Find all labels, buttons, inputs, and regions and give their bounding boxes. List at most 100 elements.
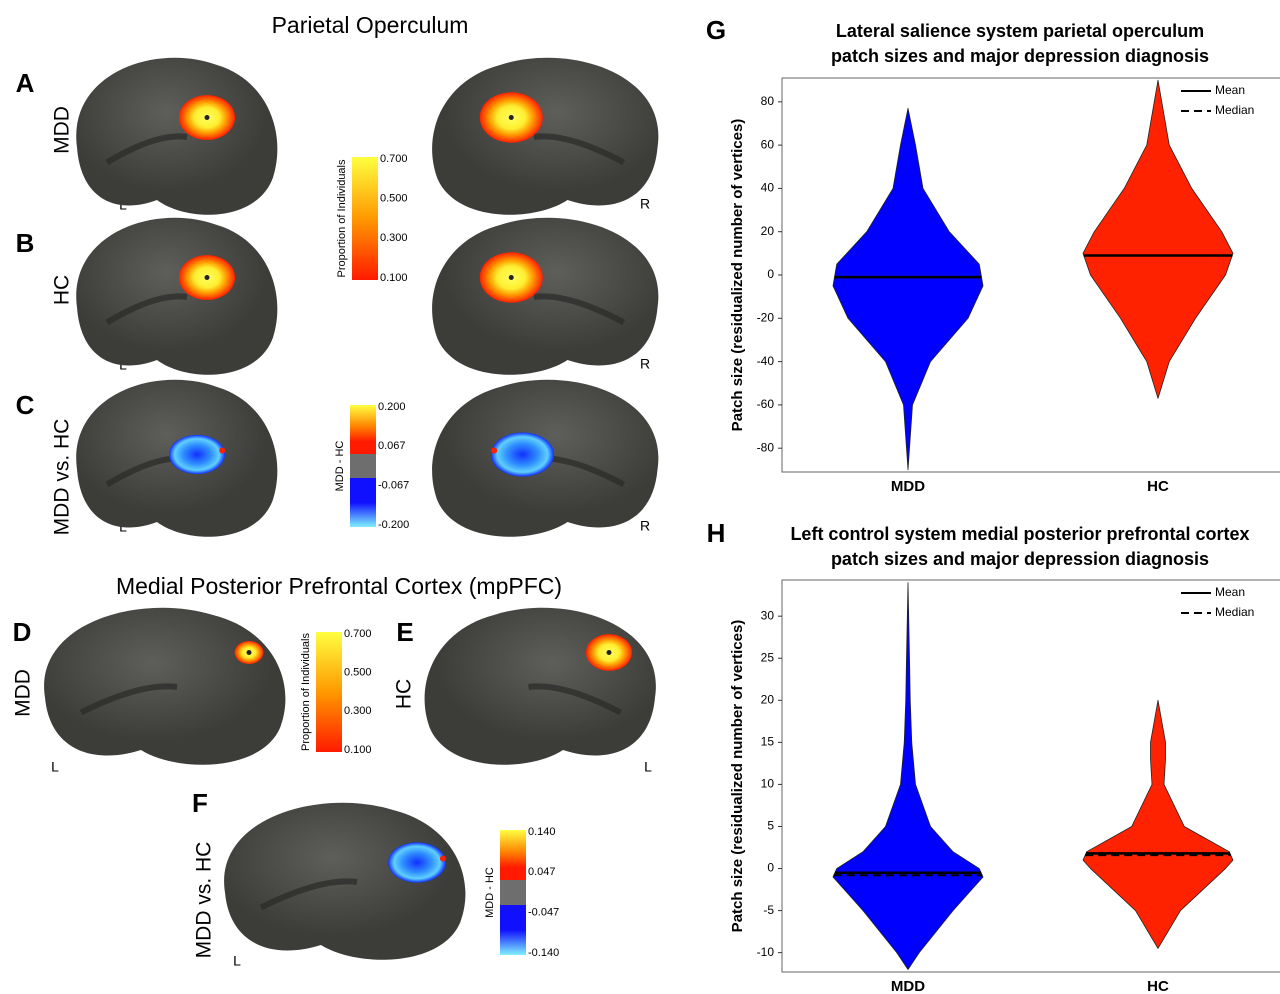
- row-label: HC: [51, 275, 74, 305]
- hemisphere-label: L: [644, 759, 652, 775]
- brain-surface: [76, 58, 277, 215]
- colorbar-title: MDD - HC: [484, 867, 496, 918]
- row-label: MDD: [12, 669, 35, 717]
- colorbar-tick: 0.700: [380, 153, 408, 165]
- y-tick-label: 15: [761, 735, 775, 749]
- y-tick-label: -5: [763, 903, 774, 917]
- chart-title: patch sizes and major depression diagnos…: [831, 549, 1209, 569]
- x-tick-label: MDD: [891, 478, 925, 495]
- y-tick-label: 40: [761, 181, 775, 195]
- y-tick-label: -20: [757, 310, 775, 324]
- brain-surface: [44, 608, 285, 765]
- activation: [388, 842, 446, 882]
- seed: [509, 115, 514, 120]
- colorbar-tick: -0.047: [528, 907, 559, 919]
- colorbar-tick: 0.140: [528, 826, 556, 838]
- brain-surface: [76, 218, 277, 375]
- colorbar-title: Proportion of Individuals: [300, 632, 312, 751]
- panel-letter: D: [13, 617, 32, 647]
- x-tick-label: HC: [1147, 978, 1169, 994]
- activation: [491, 432, 554, 476]
- violin: [833, 583, 983, 970]
- seed: [205, 275, 210, 280]
- colorbar-title: Proportion of Individuals: [336, 159, 348, 278]
- panel-letter: H: [707, 518, 726, 548]
- y-tick-label: 30: [761, 608, 775, 622]
- violin: [833, 108, 983, 470]
- colorbar-tick: 0.100: [344, 744, 372, 756]
- legend-label: Mean: [1215, 83, 1245, 97]
- y-tick-label: 25: [761, 650, 775, 664]
- colorbar-tick: 0.500: [344, 667, 372, 679]
- panel-letter: G: [706, 15, 726, 45]
- y-tick-label: -10: [757, 945, 775, 959]
- colorbar-tick: 0.100: [380, 272, 408, 284]
- figure: Parietal OperculumMedial Posterior Prefr…: [0, 0, 1280, 994]
- hemisphere-label: R: [640, 196, 650, 212]
- y-tick-label: 20: [761, 692, 775, 706]
- y-axis-label: Patch size (residualized number of verti…: [729, 620, 746, 933]
- panel-letter: B: [16, 228, 35, 258]
- chart-title: Lateral salience system parietal opercul…: [836, 21, 1204, 41]
- colorbar: [352, 157, 378, 280]
- legend-label: Mean: [1215, 585, 1245, 599]
- hemisphere-label: L: [51, 759, 59, 775]
- row-label: MDD vs. HC: [51, 419, 74, 536]
- y-tick-label: 60: [761, 137, 775, 151]
- colorbar-tick: 0.300: [380, 232, 408, 244]
- seed: [509, 275, 514, 280]
- panel-letter: F: [192, 788, 208, 818]
- colorbar-tick: -0.140: [528, 947, 559, 959]
- brain-surface: [76, 380, 277, 537]
- activation-pos: [219, 448, 225, 454]
- hemisphere-label: R: [640, 518, 650, 534]
- x-tick-label: HC: [1147, 478, 1169, 495]
- seed: [607, 650, 612, 655]
- plot-area: [782, 580, 1280, 972]
- colorbar-title: MDD - HC: [334, 441, 346, 492]
- y-axis-label: Patch size (residualized number of verti…: [729, 119, 746, 432]
- chart-title: Left control system medial posterior pre…: [790, 524, 1249, 544]
- chart-title: patch sizes and major depression diagnos…: [831, 46, 1209, 66]
- section-title: Medial Posterior Prefrontal Cortex (mpPF…: [116, 573, 562, 599]
- y-tick-label: -80: [757, 440, 775, 454]
- brain-surface: [224, 803, 465, 960]
- legend-label: Median: [1215, 605, 1254, 619]
- colorbar-tick: -0.200: [378, 519, 409, 531]
- violin: [1083, 80, 1233, 398]
- panel-letter: E: [396, 617, 413, 647]
- brain-surface: [425, 608, 656, 765]
- y-tick-label: 0: [767, 267, 774, 281]
- y-tick-label: 0: [767, 861, 774, 875]
- y-tick-label: 5: [767, 819, 774, 833]
- y-tick-label: -60: [757, 397, 775, 411]
- hemisphere-label: R: [640, 356, 650, 372]
- y-tick-label: 80: [761, 94, 775, 108]
- colorbar-tick: 0.300: [344, 705, 372, 717]
- seed: [205, 115, 210, 120]
- x-tick-label: MDD: [891, 978, 925, 994]
- brain-surface: [432, 218, 658, 375]
- activation-pos: [491, 448, 497, 454]
- y-tick-label: 20: [761, 224, 775, 238]
- activation-pos: [440, 856, 446, 862]
- panel-letter: A: [16, 68, 35, 98]
- colorbar: [316, 632, 342, 752]
- activation: [169, 435, 225, 474]
- colorbar-tick: 0.067: [378, 440, 406, 452]
- row-label: HC: [393, 679, 416, 709]
- row-label: MDD: [51, 106, 74, 154]
- colorbar-tick: 0.700: [344, 628, 372, 640]
- colorbar-tick: 0.047: [528, 866, 556, 878]
- colorbar: [500, 830, 526, 955]
- hemisphere-label: L: [233, 953, 241, 969]
- row-label: MDD vs. HC: [193, 842, 216, 959]
- colorbar-tick: 0.200: [378, 401, 406, 413]
- legend-label: Median: [1215, 103, 1254, 117]
- y-tick-label: 10: [761, 777, 775, 791]
- seed: [247, 650, 252, 655]
- brain-surface: [432, 58, 658, 215]
- violin: [1083, 700, 1233, 948]
- panel-letter: C: [16, 390, 35, 420]
- colorbar-tick: 0.500: [380, 193, 408, 205]
